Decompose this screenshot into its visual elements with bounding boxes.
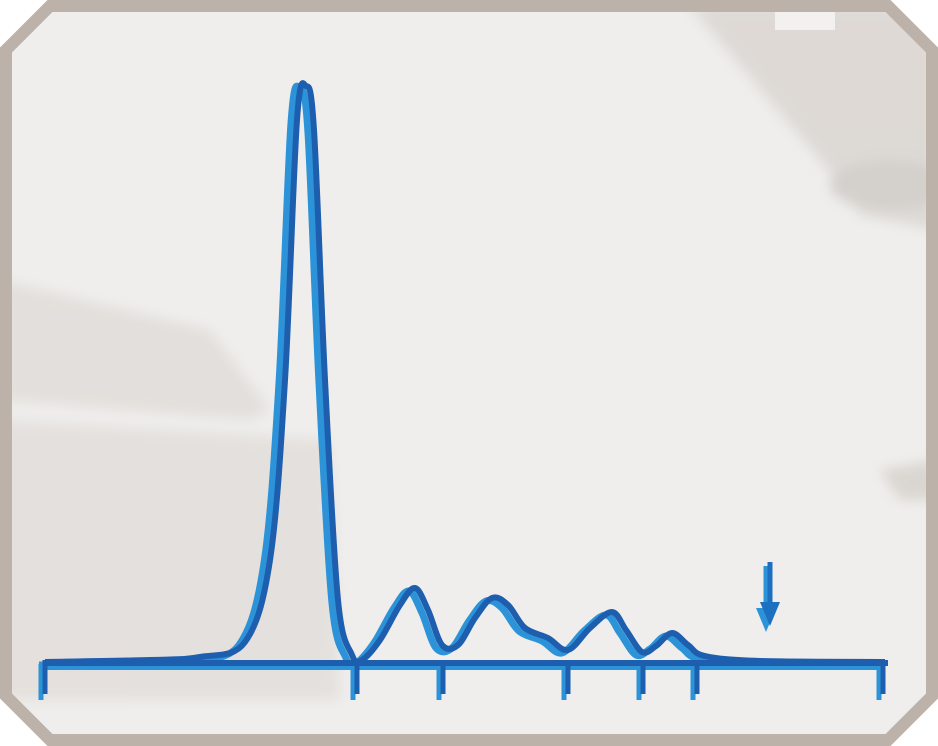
- monitor-stand: [830, 160, 932, 210]
- trace-dark: [44, 80, 886, 666]
- device: [880, 460, 932, 500]
- keyboard: [6, 280, 270, 420]
- chromatogram: [38, 80, 888, 700]
- arrow-head: [760, 602, 780, 626]
- screen-window: [775, 8, 835, 30]
- trace-light: [38, 82, 880, 669]
